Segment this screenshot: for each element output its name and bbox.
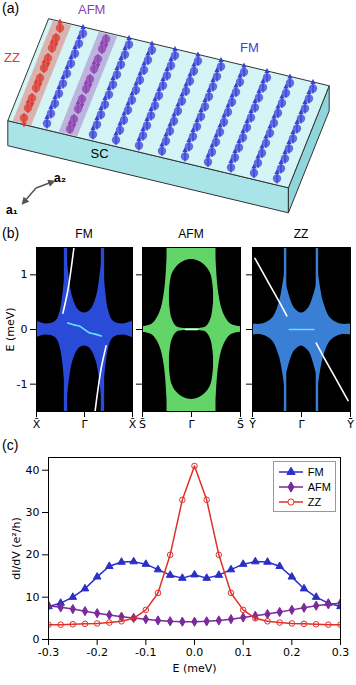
svg-text:-0.3: -0.3 [38,646,59,659]
svg-text:dI/dV (e²/h): dI/dV (e²/h) [10,517,23,579]
svg-text:X̄: X̄ [129,418,136,431]
svg-text:E (meV): E (meV) [172,662,216,675]
svg-text:E (meV): E (meV) [4,307,17,351]
svg-text:30: 30 [26,506,40,519]
svg-text:Γ̄: Γ̄ [188,418,195,431]
html-text:AFM: AFM [178,227,204,241]
html-text:(b): (b) [2,225,20,241]
svg-text:0: 0 [33,633,40,646]
svg-text:0.2: 0.2 [283,646,301,659]
html-text:AFM: AFM [307,480,331,493]
svg-text:S̄: S̄ [139,418,146,431]
svg-text:AFM: AFM [78,2,105,17]
svg-text:0.0: 0.0 [186,646,204,659]
html-text:ZZ: ZZ [293,227,309,241]
svg-text:40: 40 [26,464,40,477]
svg-text:-1: -1 [17,378,28,391]
svg-text:Γ̄: Γ̄ [81,418,88,431]
svg-text:-0.2: -0.2 [86,646,107,659]
svg-text:0: 0 [21,323,28,336]
html-text:ZZ: ZZ [307,495,322,508]
svg-text:10: 10 [26,591,40,604]
svg-text:FM: FM [240,40,259,55]
svg-text:S̄: S̄ [237,418,244,431]
svg-text:-0.1: -0.1 [135,646,156,659]
html-text:(c): (c) [2,437,19,453]
svg-text:a₂: a₂ [54,171,66,185]
svg-text:X̄: X̄ [33,418,41,431]
svg-text:Ȳ: Ȳ [248,418,256,431]
svg-text:0.1: 0.1 [234,646,252,659]
html-text:(a): (a) [2,0,20,16]
svg-text:20: 20 [26,548,40,561]
svg-text:SC: SC [91,146,109,161]
svg-text:ZZ: ZZ [4,50,20,65]
svg-text:1: 1 [21,268,28,281]
html-text:FM: FM [307,465,324,478]
svg-text:a₁: a₁ [6,203,18,217]
html-text:FM: FM [75,227,93,241]
svg-text:Γ̄: Γ̄ [298,418,305,431]
svg-text:Ȳ: Ȳ [346,418,354,431]
svg-text:0.3: 0.3 [332,646,350,659]
